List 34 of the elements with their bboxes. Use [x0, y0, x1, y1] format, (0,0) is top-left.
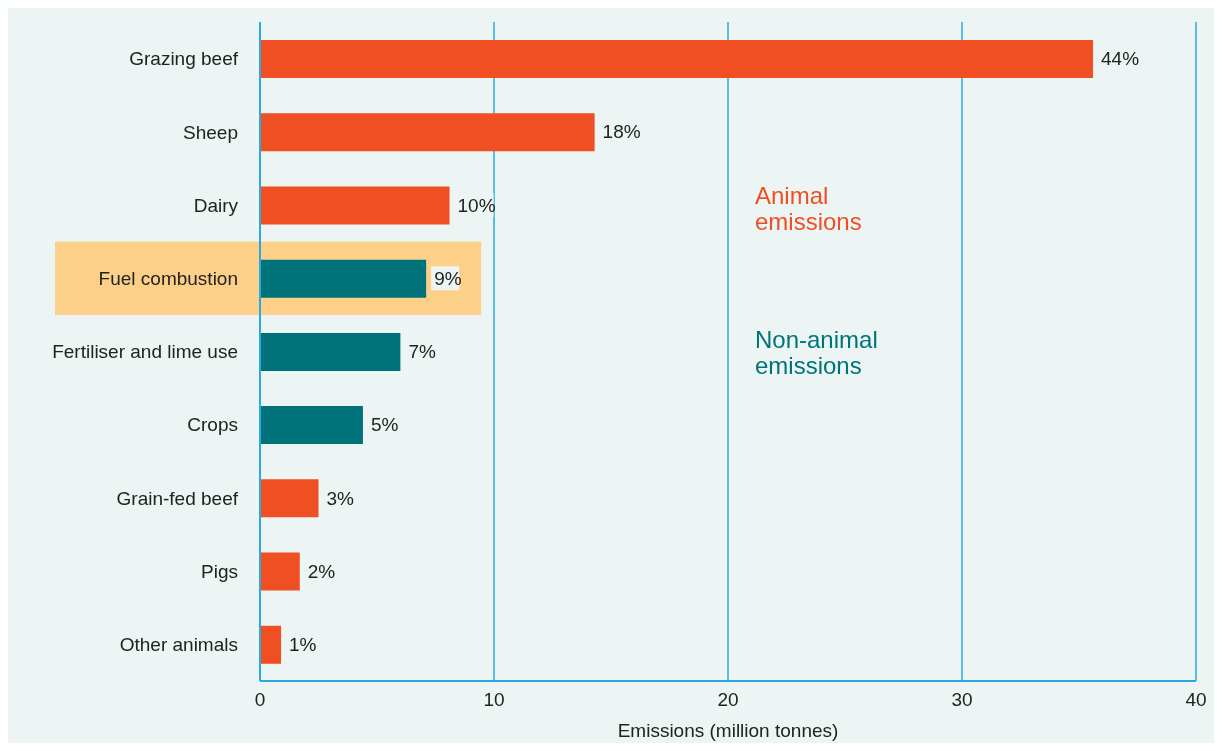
bar: [260, 552, 300, 591]
x-tick-label: 30: [951, 689, 973, 711]
annotation: 9%: [434, 267, 462, 289]
bar: [260, 259, 427, 298]
x-tick-label: 10: [483, 689, 505, 711]
annotation: 18%: [602, 121, 641, 143]
bar: [260, 113, 595, 152]
annotation: 5%: [370, 414, 399, 436]
y-tick-label: Pigs: [201, 560, 238, 582]
bar: [260, 625, 282, 664]
y-tick-label: Other animals: [119, 634, 238, 656]
y-tick-label: Dairy: [193, 194, 239, 216]
x-tick-label: 40: [1185, 689, 1207, 711]
y-tick-label: Crops: [187, 414, 238, 436]
bar: [260, 40, 1094, 78]
y-tick-label: Grain-fed beef: [116, 487, 239, 509]
text: Non-animal emissions: [755, 326, 879, 379]
y-tick-label: Sheep: [183, 121, 238, 143]
bar: [260, 186, 450, 225]
annotation: 1%: [289, 634, 317, 656]
x-tick-label: 20: [717, 689, 739, 711]
annotation: 44%: [1101, 48, 1140, 70]
y-tick-label: Grazing beef: [129, 48, 239, 70]
x-axis-title: Emissions (million tonnes): [617, 720, 839, 741]
x-tick-label: 0: [254, 689, 266, 711]
bar: [260, 479, 319, 518]
bar: [260, 406, 363, 445]
annotation: 3%: [326, 487, 355, 509]
y-tick-label: Fertiliser and lime use: [52, 341, 238, 363]
annotation: 7%: [408, 341, 436, 363]
bar: [260, 332, 401, 371]
y-tick-label: Fuel combustion: [98, 268, 238, 290]
text: Animal emissions: [755, 182, 863, 235]
annotation: 2%: [307, 560, 336, 582]
